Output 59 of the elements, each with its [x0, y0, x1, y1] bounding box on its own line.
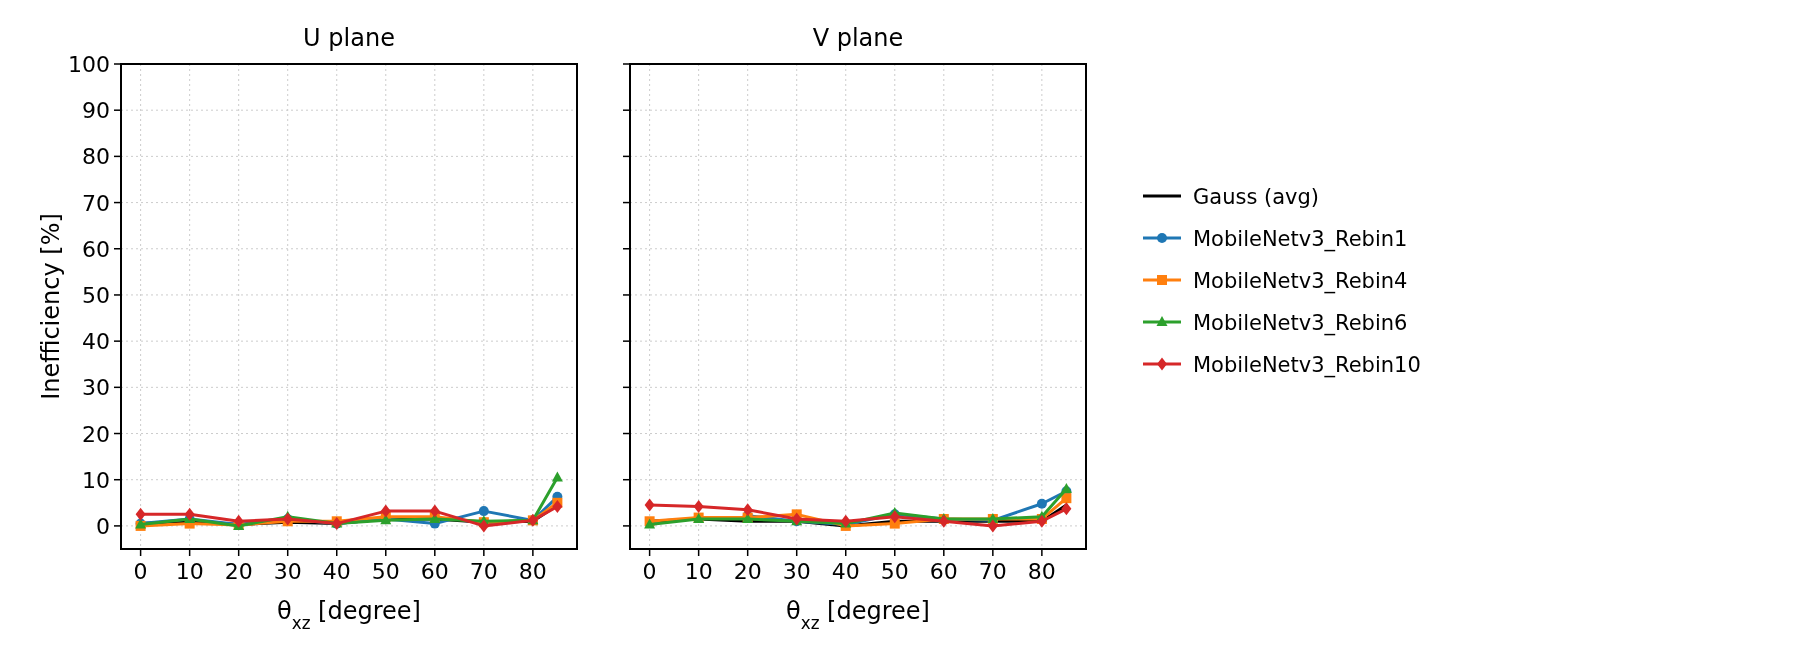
- x-tick-label: 30: [273, 559, 302, 584]
- point: [429, 504, 440, 518]
- point: [1060, 482, 1072, 493]
- x-tick-label: 20: [733, 559, 762, 584]
- x-tick-label: 50: [371, 559, 400, 584]
- y-tick-label: 40: [82, 329, 110, 355]
- y-tick-label: 10: [82, 467, 110, 493]
- point: [478, 519, 489, 533]
- y-tick-label: 30: [82, 375, 110, 401]
- x-axis-title: θ$_{xz}$ [degree]: [786, 597, 930, 633]
- y-tick-label: 90: [82, 98, 110, 124]
- legend-label: MobileNetv3_Rebin4: [1193, 269, 1408, 294]
- point: [1036, 498, 1047, 509]
- legend-label: MobileNetv3_Rebin10: [1193, 353, 1421, 378]
- x-tick-label: 70: [469, 559, 498, 584]
- point: [987, 519, 998, 533]
- point: [233, 514, 244, 528]
- point: [135, 507, 146, 521]
- y-axis-title: Inefficiency [%]: [37, 213, 65, 400]
- point: [184, 507, 195, 521]
- point: [742, 503, 753, 517]
- x-tick-label: 40: [322, 559, 351, 584]
- x-tick-label: 20: [224, 559, 253, 584]
- chart-title: V plane: [812, 24, 904, 52]
- point: [1061, 502, 1072, 516]
- x-tick-label: 80: [1027, 559, 1056, 584]
- y-tick-label: 80: [82, 144, 110, 170]
- y-tick-label: 70: [82, 190, 110, 216]
- point: [551, 471, 563, 482]
- x-tick-label: 60: [929, 559, 958, 584]
- x-axis-title: θ$_{xz}$ [degree]: [277, 597, 421, 633]
- x-tick-label: 60: [420, 559, 449, 584]
- x-tick-label: 10: [684, 559, 713, 584]
- y-tick-label: 100: [68, 52, 110, 77]
- x-tick-label: 70: [978, 559, 1007, 584]
- y-tick-label: 0: [96, 513, 110, 539]
- x-tick-label: 80: [518, 559, 547, 584]
- point: [1061, 493, 1072, 504]
- point: [478, 506, 489, 517]
- point: [644, 498, 655, 512]
- legend-label: MobileNetv3_Rebin6: [1193, 311, 1408, 336]
- x-tick-label: 50: [880, 559, 909, 584]
- legend-label: MobileNetv3_Rebin1: [1193, 227, 1408, 252]
- x-tick-label: 40: [831, 559, 860, 584]
- chart-title: U plane: [303, 24, 395, 52]
- point: [1036, 514, 1047, 528]
- legend-label: Gauss (avg): [1193, 185, 1320, 209]
- point: [380, 504, 391, 518]
- x-tick-label: 30: [782, 559, 811, 584]
- point: [693, 500, 704, 513]
- x-tick-label: 0: [642, 559, 657, 584]
- y-tick-label: 20: [82, 421, 110, 447]
- point: [938, 514, 949, 528]
- y-tick-label: 60: [82, 236, 110, 262]
- point: [552, 500, 563, 513]
- x-tick-label: 10: [175, 559, 204, 584]
- point: [889, 510, 900, 524]
- x-tick-label: 0: [133, 559, 148, 584]
- y-tick-label: 50: [82, 282, 110, 308]
